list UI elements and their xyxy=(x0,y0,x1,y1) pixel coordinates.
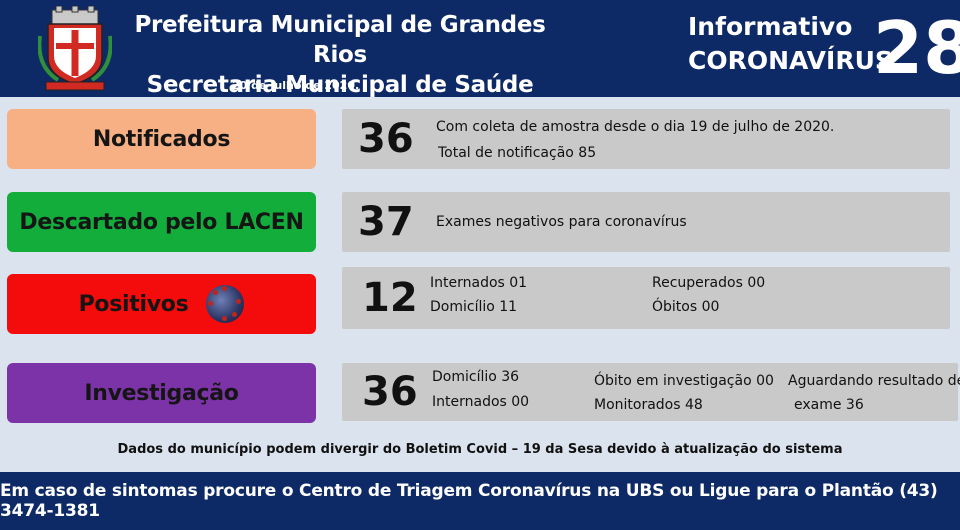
investigacao-obito: Óbito em investigação 00 xyxy=(594,373,774,389)
positivos-label: Positivos xyxy=(7,274,316,334)
descartado-detail: Exames negativos para coronavírus xyxy=(436,214,687,230)
positivos-count: 12 xyxy=(362,275,418,321)
positivos-recuperados: Recuperados 00 xyxy=(652,275,766,291)
header-bar: Prefeitura Municipal de Grandes Rios Sec… xyxy=(0,0,960,100)
investigacao-aguardando-1: Aguardando resultado de xyxy=(788,373,960,389)
notificados-label: Notificados xyxy=(7,109,316,169)
investigacao-aguardando-2: exame 36 xyxy=(794,397,864,413)
investigacao-count: 36 xyxy=(362,369,418,415)
secretariat-title: Secretaria Municipal de Saúde xyxy=(146,72,534,98)
investigacao-label: Investigação xyxy=(7,363,316,423)
descartado-label: Descartado pelo LACEN xyxy=(7,192,316,252)
descartado-count: 37 xyxy=(358,199,414,245)
notificados-detail-1: Com coleta de amostra desde o dia 19 de … xyxy=(436,119,835,135)
bulletin-heading: Informativo CORONAVÍRUS xyxy=(688,10,893,78)
notificados-count: 36 xyxy=(358,116,414,162)
positivos-panel: 12 Internados 01 Domicílio 11 Recuperado… xyxy=(342,267,950,329)
investigacao-internados: Internados 00 xyxy=(432,394,530,410)
investigacao-panel: 36 Domicílio 36 Internados 00 Óbito em i… xyxy=(342,363,960,421)
edition-number: 28 xyxy=(873,6,960,90)
positivos-label-text: Positivos xyxy=(78,291,189,317)
notificados-panel: 36 Com coleta de amostra desde o dia 19 … xyxy=(342,109,950,169)
notificados-detail-2: Total de notificação 85 xyxy=(438,145,597,161)
coronavirus-label: CORONAVÍRUS xyxy=(688,46,893,75)
descartado-panel: 37 Exames negativos para coronavírus xyxy=(342,192,950,252)
footer-bar: Em caso de sintomas procure o Centro de … xyxy=(0,472,960,530)
positivos-internados: Internados 01 xyxy=(430,275,528,291)
positivos-domicilio: Domicílio 11 xyxy=(430,299,518,315)
stats-area: Notificados 36 Com coleta de amostra des… xyxy=(0,97,960,472)
footer-contact-text: Em caso de sintomas procure o Centro de … xyxy=(0,481,938,521)
positivos-obitos: Óbitos 00 xyxy=(652,299,720,315)
coronavirus-icon xyxy=(206,285,245,323)
investigacao-monitorados: Monitorados 48 xyxy=(594,397,703,413)
bulletin-date: 20 de Julho de 2020. xyxy=(232,79,360,92)
municipality-title: Prefeitura Municipal de Grandes Rios xyxy=(134,12,546,68)
informativo-label: Informativo xyxy=(688,12,853,41)
header-title: Prefeitura Municipal de Grandes Rios Sec… xyxy=(120,10,560,100)
coat-of-arms-icon xyxy=(38,6,112,91)
investigacao-domicilio: Domicílio 36 xyxy=(432,369,520,385)
disclaimer-note: Dados do município podem divergir do Bol… xyxy=(117,442,843,457)
